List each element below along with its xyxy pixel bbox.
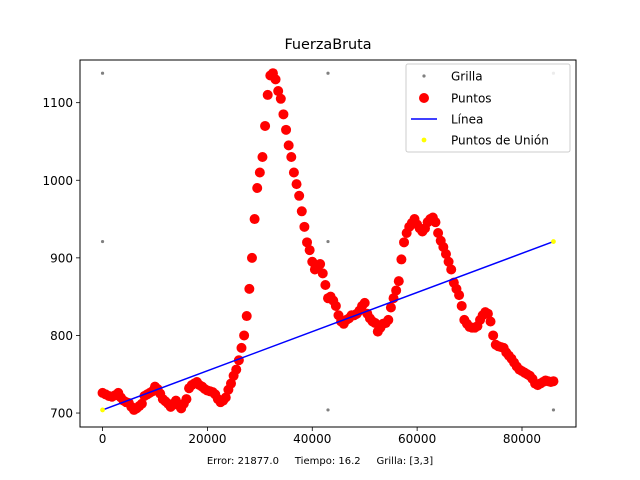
- data-point: [294, 190, 305, 201]
- data-point: [296, 206, 307, 217]
- legend-box: [405, 63, 571, 153]
- data-point: [482, 308, 493, 319]
- data-point: [548, 376, 559, 387]
- legend-puntos-marker: [419, 93, 429, 103]
- axes-frame: [79, 59, 577, 428]
- legend-label: Puntos de Unión: [451, 134, 549, 148]
- legend-label: Puntos: [451, 92, 492, 106]
- grilla-label: Grilla: [3,3]: [376, 456, 434, 467]
- data-point: [433, 228, 444, 239]
- data-point: [291, 179, 302, 190]
- data-point: [485, 316, 496, 327]
- tiempo-label: Tiempo: 16.2: [294, 456, 361, 467]
- data-point: [262, 89, 273, 100]
- data-point: [443, 256, 454, 267]
- data-point: [181, 394, 192, 405]
- grid-point: [326, 71, 330, 75]
- y-tick-label: 1100: [42, 96, 73, 110]
- data-point: [393, 276, 404, 287]
- data-point: [136, 398, 147, 409]
- data-point: [254, 167, 265, 178]
- data-point: [359, 297, 370, 308]
- fit-line: [102, 240, 554, 411]
- grid-point: [551, 408, 556, 412]
- data-point: [299, 221, 310, 232]
- data-point: [257, 151, 268, 162]
- data-point: [391, 285, 402, 296]
- data-point: [454, 290, 465, 301]
- data-point: [286, 151, 297, 162]
- data-point: [304, 245, 315, 256]
- data-point: [396, 254, 407, 265]
- grid-point: [326, 408, 330, 412]
- axes: 0 20000 40000 60000 80000 700 800 900 1000 1100: [42, 59, 577, 446]
- data-point: [249, 214, 260, 225]
- legend: Grilla Puntos Línea Puntos de Unión: [405, 63, 571, 153]
- union-point: [100, 407, 105, 413]
- data-point: [226, 378, 237, 389]
- data-point: [488, 330, 499, 341]
- data-point: [236, 342, 247, 353]
- legend-grilla-marker: [422, 74, 426, 78]
- data-point: [246, 252, 257, 263]
- data-point: [288, 167, 299, 178]
- data-point: [231, 364, 242, 375]
- data-point: [252, 183, 263, 194]
- data-point: [275, 93, 286, 104]
- chart-title: FuerzaBruta: [284, 37, 371, 53]
- data-point: [383, 314, 394, 325]
- data-point: [456, 300, 467, 311]
- data-point: [241, 311, 252, 322]
- grid-point: [100, 71, 105, 75]
- legend-label: Grilla: [451, 70, 483, 84]
- data-point: [399, 237, 410, 248]
- y-tick-label: 700: [50, 407, 73, 421]
- data-point: [281, 124, 292, 135]
- data-point: [260, 120, 271, 131]
- data-point: [330, 300, 341, 311]
- data-point: [239, 330, 250, 341]
- data-point: [315, 259, 326, 270]
- x-tick-label: 40000: [293, 432, 331, 446]
- y-tick-label: 900: [50, 251, 73, 265]
- data-point: [270, 74, 281, 85]
- data-point: [430, 217, 441, 228]
- data-point: [283, 140, 294, 151]
- data-point: [220, 392, 231, 403]
- x-tick-label: 20000: [188, 432, 226, 446]
- data-point: [317, 268, 328, 279]
- data-point: [440, 248, 451, 259]
- legend-union-marker: [421, 137, 427, 143]
- error-label: Error: 21877.0: [206, 456, 279, 467]
- data-point: [273, 86, 284, 97]
- grid-point: [100, 239, 105, 244]
- data-point: [278, 109, 289, 120]
- data-point: [320, 280, 331, 291]
- plot-area: [97, 68, 559, 415]
- grid-point: [326, 239, 330, 244]
- data-point: [302, 237, 313, 248]
- union-point: [551, 239, 556, 244]
- legend-label: Línea: [451, 113, 483, 127]
- data-point: [446, 264, 457, 275]
- data-point: [385, 302, 396, 313]
- y-tick-label: 800: [50, 329, 73, 343]
- y-tick-label: 1000: [42, 174, 73, 188]
- data-point: [244, 283, 255, 294]
- x-tick-label: 0: [99, 432, 107, 446]
- x-tick-label: 60000: [398, 432, 436, 446]
- stats-caption: Error: 21877.0 Tiempo: 16.2 Grilla: [3,3…: [0, 456, 640, 467]
- x-tick-label: 80000: [503, 432, 541, 446]
